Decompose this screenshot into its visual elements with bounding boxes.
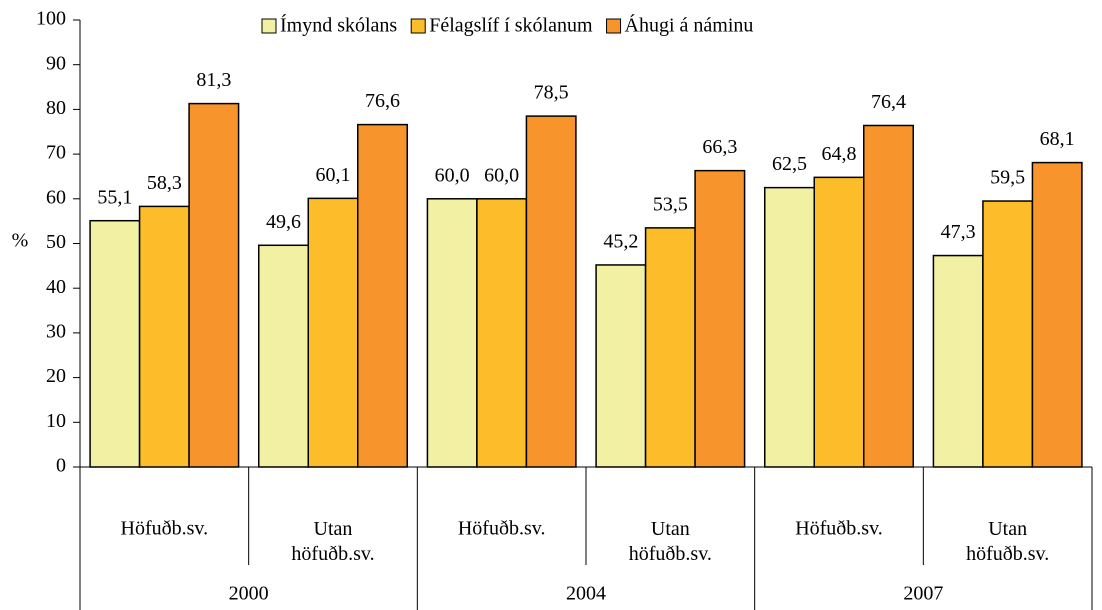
legend-label: Félagslíf í skólanum [429,15,593,37]
data-label: 60,1 [316,164,351,186]
data-label: 59,5 [990,167,1025,189]
legend-swatch [261,18,277,34]
y-tick-label: 50 [46,231,66,253]
x-tick-label: Utan höfuðb.sv. [966,518,1049,565]
data-label: 64,8 [822,143,857,165]
y-axis-label: % [12,230,29,252]
data-label: 60,0 [484,164,519,186]
data-label: 58,3 [147,172,182,194]
data-label: 76,4 [871,91,906,113]
bar [932,254,984,468]
x-tick-label: Utan höfuðb.sv. [629,518,712,565]
group-label: 2000 [229,583,269,605]
legend-swatch [606,18,622,34]
bar [525,115,577,468]
bar [595,264,647,468]
y-tick-label: 80 [46,97,66,119]
data-label: 60,0 [435,164,470,186]
data-label: 45,2 [603,231,638,253]
group-label: 2007 [903,583,943,605]
bar [863,124,914,468]
bar [813,176,865,468]
y-tick-label: 100 [36,8,66,30]
y-tick-label: 30 [46,320,66,342]
y-tick-label: 10 [46,410,66,432]
bar [644,227,696,468]
data-label: 81,3 [196,69,231,91]
y-tick-label: 90 [46,52,66,74]
bar [188,102,240,468]
data-label: 47,3 [941,221,976,243]
y-tick-label: 70 [46,142,66,164]
y-tick-label: 0 [56,455,66,477]
bar [764,186,815,468]
data-label: 49,6 [266,211,301,233]
data-label: 66,3 [702,136,737,158]
x-tick-label: Höfuðb.sv. [458,518,546,540]
bar [1031,161,1083,468]
bar [476,198,528,468]
bar [694,169,746,468]
data-label: 62,5 [772,153,807,175]
bar [89,219,141,468]
data-label: 76,6 [365,90,400,112]
bar [138,205,190,468]
x-tick-label: Höfuðb.sv. [121,518,209,540]
y-tick-label: 60 [46,186,66,208]
bar [307,197,359,468]
data-label: 78,5 [534,82,569,104]
legend-label: Áhugi á náminu [625,14,754,37]
legend-swatch [410,18,426,34]
bar [258,244,309,468]
data-label: 55,1 [97,186,132,208]
group-label: 2004 [566,583,606,605]
bar [426,198,478,468]
legend-label: Ímynd skólans [280,14,397,37]
bar [357,123,408,468]
y-tick-label: 40 [46,276,66,298]
bar [982,200,1034,468]
data-label: 68,1 [1040,128,1075,150]
data-label: 53,5 [653,193,688,215]
x-tick-label: Utan höfuðb.sv. [291,518,374,565]
y-tick-label: 20 [46,365,66,387]
x-tick-label: Höfuðb.sv. [795,518,883,540]
